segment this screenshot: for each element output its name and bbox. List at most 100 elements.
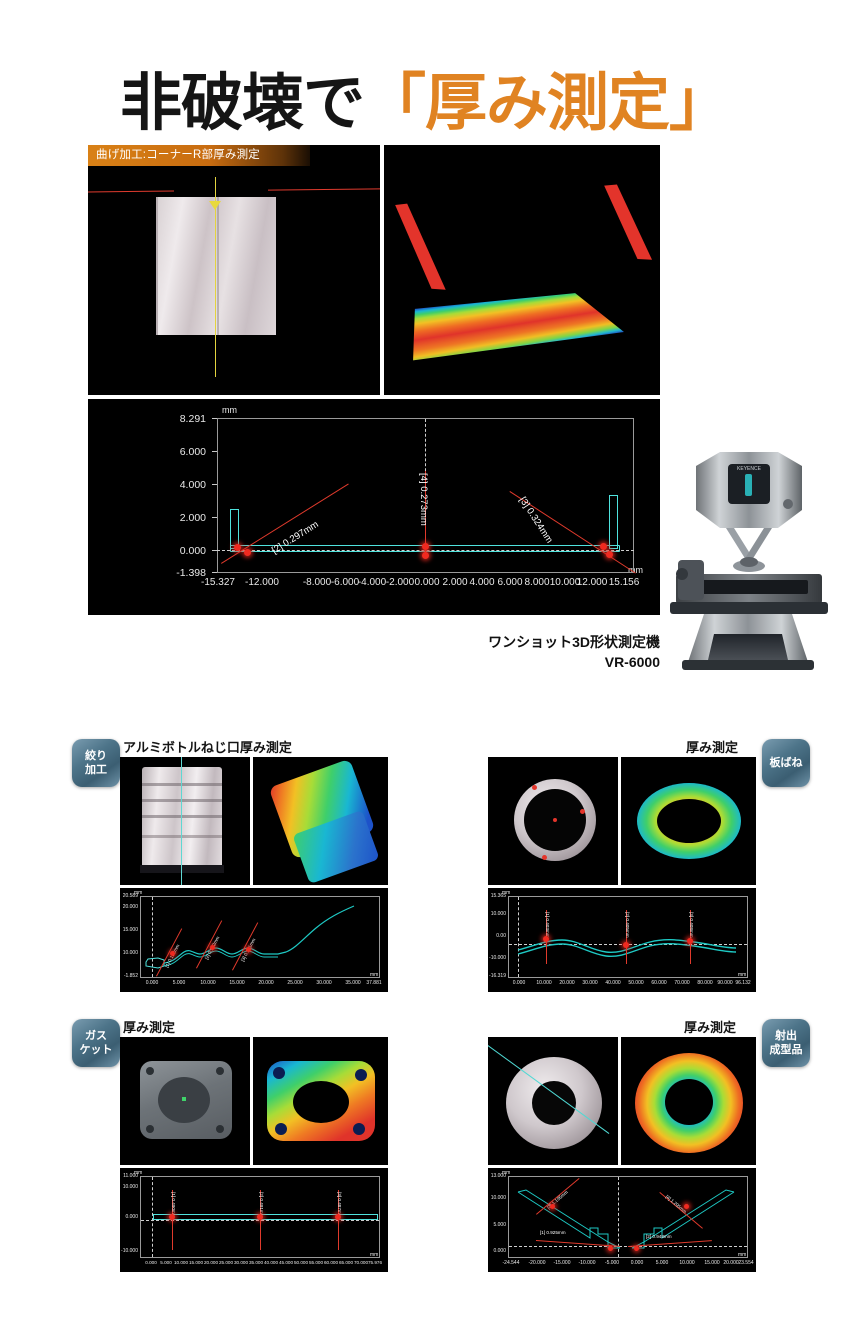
reference-line-right bbox=[267, 188, 380, 191]
measurement-marker-icon bbox=[209, 201, 221, 210]
hero-xtick-7: 2.000 bbox=[442, 577, 468, 588]
hero-measure-label-4: [4] 0.273mm bbox=[418, 473, 429, 526]
hero-ytick-1: 6.000 bbox=[179, 446, 206, 458]
hero-xtick-0: -15.327 bbox=[201, 577, 235, 588]
tray-wall-right bbox=[604, 184, 653, 260]
c3-xtick-4: 20.000 bbox=[203, 1260, 219, 1265]
c4-xtick-2: -15.000 bbox=[553, 1260, 571, 1266]
case-card-1-badge-line2: 加工 bbox=[85, 764, 107, 776]
tray-floor-surface bbox=[413, 293, 624, 361]
c3-unit-left: mm bbox=[134, 1170, 143, 1176]
c1-xtick-4: 20.000 bbox=[258, 980, 274, 986]
c4-xtick-7: 10.000 bbox=[679, 1260, 695, 1266]
case-card-1-badge-line1: 絞り bbox=[85, 750, 107, 762]
c3-xtick-3: 15.000 bbox=[188, 1260, 204, 1265]
c3-measure-line-2 bbox=[260, 1190, 261, 1250]
hero-xtick-1: -12.000 bbox=[245, 577, 279, 588]
reference-line-left bbox=[88, 190, 175, 193]
c2-xtick-3: 30.000 bbox=[582, 980, 598, 986]
c2-plot-area bbox=[508, 896, 748, 978]
hero-ytick-5: -1.398 bbox=[176, 567, 206, 579]
c2-measure-point-3 bbox=[687, 938, 693, 944]
c1-measure-point-1 bbox=[170, 951, 175, 956]
c2-xtick-1: 10.000 bbox=[536, 980, 552, 986]
c1-xtick-2: 10.000 bbox=[200, 980, 216, 986]
case-card-4-head: 厚み測定 bbox=[488, 1015, 798, 1037]
case-card-3-badge-line1: ガス bbox=[85, 1030, 107, 1042]
c2-measure-label-2: [2] 0.405mm bbox=[625, 912, 630, 938]
hero-graph-unit-right: mm bbox=[628, 565, 643, 575]
c1-ytick-3: 10.000 bbox=[122, 950, 138, 956]
c3-xtick-13: 65.000 bbox=[338, 1260, 354, 1265]
hero-xtick-2: -8.000 bbox=[302, 577, 332, 588]
c1-ytick-1: 20.000 bbox=[122, 904, 138, 910]
product-caption: ワンショット3D形状測定機 VR-6000 bbox=[430, 632, 660, 672]
c4-center-line bbox=[618, 1177, 619, 1257]
c2-unit-left: mm bbox=[502, 890, 511, 896]
c2-ytick-4: -16.319 bbox=[489, 973, 506, 979]
case-card-2-badge: 板ばね bbox=[762, 739, 810, 787]
c3-xtick-11: 55.000 bbox=[308, 1260, 324, 1265]
c1-xtick-6: 30.000 bbox=[316, 980, 332, 986]
c4-measure-point-2 bbox=[634, 1246, 639, 1251]
c2-measure-point-2 bbox=[623, 942, 629, 948]
hero-photo-panel: 曲げ加工:コーナーR部厚み測定 bbox=[88, 145, 380, 395]
case-card-4-badge: 射出 成型品 bbox=[762, 1019, 810, 1067]
c3-xtick-1: 5.000 bbox=[160, 1260, 172, 1265]
c3-measure-point-1 bbox=[169, 1214, 175, 1220]
c1-ytick-0: 20.589 bbox=[122, 893, 138, 899]
c4-xtick-3: -10.000 bbox=[578, 1260, 596, 1266]
case-card-2-graph: mm mm 15.365 10.000 0.00 -10.000 -16.319… bbox=[488, 888, 756, 992]
c3-xtick-14: 70.000 bbox=[353, 1260, 369, 1265]
c3-measure-line-3 bbox=[338, 1190, 339, 1250]
c2-measure-line-2 bbox=[626, 910, 627, 964]
aluminum-bottle-thread-photo bbox=[120, 757, 250, 885]
c4-xtick-9: 20.000 bbox=[723, 1260, 739, 1266]
page-title-black: 非破壊で bbox=[119, 69, 365, 138]
c1-ytick-4: -1.852 bbox=[123, 973, 138, 979]
svg-text:KEYENCE: KEYENCE bbox=[737, 466, 762, 472]
c2-xtick-5: 50.000 bbox=[628, 980, 644, 986]
page-title: 非破壊で「厚み測定」 bbox=[0, 52, 850, 142]
case-card-3-title: 厚み測定 bbox=[123, 1020, 176, 1035]
case-card-1: アルミボトルねじ口厚み測定 絞り 加工 mm mm 20.589 bbox=[72, 735, 388, 992]
gasket-photo bbox=[120, 1037, 250, 1165]
c3-measure-line-1 bbox=[172, 1190, 173, 1250]
hero-section: 曲げ加工:コーナーR部厚み測定 mm mm 8.291 bbox=[88, 145, 660, 615]
c2-measure-point-1 bbox=[543, 936, 549, 942]
case-card-3-graph: mm mm 11.000 10.000 0.000 -10.000 [1] 0.… bbox=[120, 1168, 388, 1272]
c3-xtick-10: 50.000 bbox=[293, 1260, 309, 1265]
c3-xtick-12: 60.000 bbox=[323, 1260, 339, 1265]
c1-xtick-3: 15.000 bbox=[229, 980, 245, 986]
hero-xtick-12: 12.000 bbox=[576, 577, 608, 588]
c2-ytick-2: 0.00 bbox=[496, 933, 506, 939]
c4-xtick-1: -20.000 bbox=[528, 1260, 546, 1266]
c1-measure-point-3 bbox=[246, 947, 251, 952]
hero-measure-point-2b bbox=[244, 549, 251, 556]
c1-xtick-8: 37.881 bbox=[366, 980, 382, 986]
c4-xtick-8: 15.000 bbox=[704, 1260, 720, 1266]
c4-measure-point-4 bbox=[684, 1204, 689, 1209]
vr6000-device-image: KEYENCE bbox=[668, 448, 828, 676]
case-card-2: 厚み測定 板ばね mm mm 15.365 10.000 0.00 bbox=[488, 735, 810, 992]
hero-ytick-2: 4.000 bbox=[179, 479, 206, 491]
hero-xtick-9: 6.000 bbox=[497, 577, 523, 588]
molded-part-photo bbox=[488, 1037, 618, 1165]
hero-image-row: 曲げ加工:コーナーR部厚み測定 bbox=[88, 145, 660, 395]
vr6000-device-icon: KEYENCE bbox=[670, 452, 828, 670]
hero-measure-point-4b bbox=[422, 552, 429, 559]
case-card-2-head: 厚み測定 bbox=[488, 735, 798, 757]
c2-xtick-6: 60.000 bbox=[651, 980, 667, 986]
hero-xtick-5: -2.000 bbox=[385, 577, 415, 588]
c2-xtick-8: 80.000 bbox=[697, 980, 713, 986]
hero-profile-graph: mm mm 8.291 6.000 4.000 2.000 0.000 -1.3… bbox=[88, 399, 660, 615]
c3-ytick-0: 11.000 bbox=[123, 1173, 138, 1179]
c4-xtick-4: -5.000 bbox=[604, 1260, 620, 1266]
hero-xtick-4: -4.000 bbox=[357, 577, 387, 588]
c1-xtick-1: 5.000 bbox=[172, 980, 186, 986]
case-card-4-images bbox=[488, 1037, 756, 1165]
c4-ytick-1: 10.000 bbox=[490, 1195, 506, 1201]
product-name: ワンショット3D形状測定機 bbox=[488, 634, 660, 650]
c2-xtick-4: 40.000 bbox=[605, 980, 621, 986]
